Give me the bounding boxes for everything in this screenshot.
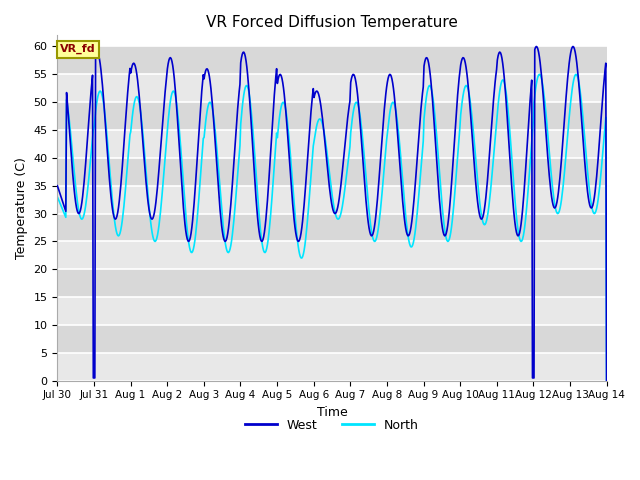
West [415,135,422,141]
West [54,183,61,189]
North [63,101,71,107]
Text: VR_fd: VR_fd [60,44,96,54]
North [176,131,184,136]
Bar [58,269,607,297]
North [54,194,61,200]
West [603,378,611,384]
Legend: West, North: West, North [241,414,424,437]
Title: VR Forced Diffusion Temperature: VR Forced Diffusion Temperature [206,15,458,30]
X-axis label: Time: Time [317,406,348,419]
West [176,149,184,155]
Bar [58,214,607,241]
Bar [58,325,607,353]
West [569,44,577,49]
West [399,198,406,204]
North [572,72,580,77]
West [120,143,128,148]
Bar [58,297,607,325]
Bar [58,241,607,269]
Bar [58,158,607,186]
West [63,99,71,105]
Bar [58,186,607,214]
North [399,178,406,183]
Bar [58,74,607,102]
Bar [58,130,607,158]
North [205,101,212,107]
North [415,193,422,199]
West [205,70,212,75]
Line: West: West [58,47,607,381]
Bar [58,47,607,74]
North [120,204,128,209]
Bar [58,353,607,381]
Line: North: North [58,74,607,381]
North [603,378,611,384]
Bar [58,102,607,130]
Y-axis label: Temperature (C): Temperature (C) [15,157,28,259]
